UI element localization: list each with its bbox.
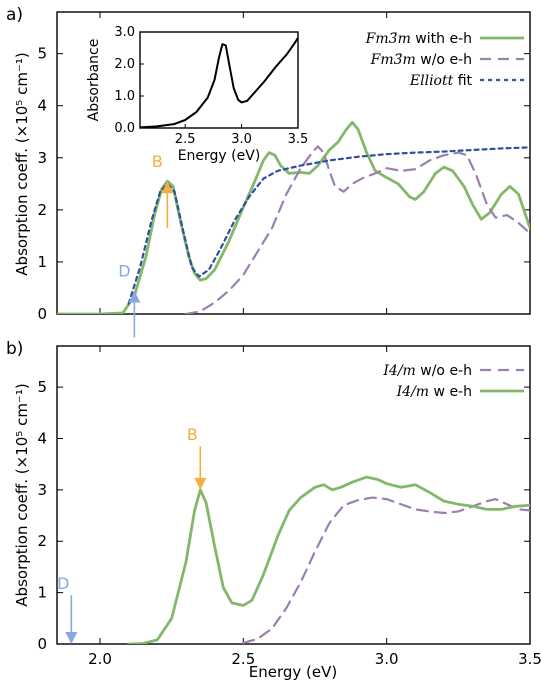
panel-b-yticks: 0 1 2 3 4 5 <box>37 378 530 653</box>
panel-b-legend: I4/m w/o e-h I4/m w e-h <box>382 363 524 400</box>
inset-xticks: 2.5 3.0 3.5 <box>175 124 309 147</box>
annotation-label-D: D <box>118 262 130 281</box>
annotation-label-B: B <box>187 425 198 444</box>
panel-b-xtick-label: 2.0 <box>88 650 112 668</box>
panel-b-xtick-label: 2.5 <box>231 650 255 668</box>
panel-b-xticks: 2.0 2.5 3.0 3.5 <box>88 346 542 668</box>
inset-ytick-label: 2.0 <box>114 57 135 72</box>
series-line-solid <box>127 475 530 644</box>
inset-ytick-label: 3.0 <box>114 25 135 40</box>
panel-a-yticks: 0 1 2 3 4 5 <box>37 45 530 323</box>
panel-b-xtick-label: 3.0 <box>375 650 399 668</box>
annotation-arrow-head <box>161 181 174 194</box>
panel-a-label: a) <box>6 5 23 25</box>
panel-b-frame <box>56 345 531 645</box>
annotation-arrow-head <box>65 632 78 644</box>
inset-ytick-label: 1.0 <box>114 89 135 104</box>
legend-a-item-2: Elliott fit <box>409 73 473 89</box>
series-line-dashed <box>184 145 530 314</box>
legend-a-item-0: Fm3̄m with e-h <box>365 31 472 47</box>
panel-a-inset: Absorbance Energy (eV) 0.0 1.0 2.0 3.0 2.5 3… <box>86 25 308 164</box>
annotation-label-D: D <box>57 574 69 593</box>
inset-xlabel: Energy (eV) <box>178 148 261 164</box>
panel-b-label: b) <box>6 339 23 359</box>
panel-b-series <box>127 475 530 644</box>
panel-a-ytick-label: 1 <box>37 253 47 271</box>
panel-b-ylabel: Absorption coeff. (×10⁵ cm⁻¹) <box>13 383 31 606</box>
panel-b-ytick-label: 3 <box>37 481 47 499</box>
series-line-solid <box>57 120 530 314</box>
panel-b: b) Absorption coeff. (×10⁵ cm⁻¹) Energy … <box>6 339 542 681</box>
legend-b-item-1: I4/m w e-h <box>396 384 472 400</box>
inset-yticks: 0.0 1.0 2.0 3.0 <box>114 25 144 136</box>
panel-a-ytick-label: 5 <box>37 45 47 63</box>
legend-b-item-0: I4/m w/o e-h <box>382 363 472 379</box>
inset-xtick-label: 2.5 <box>175 132 196 147</box>
series-line-dotted <box>127 146 530 305</box>
panel-a-ytick-label: 0 <box>37 305 47 323</box>
panel-a-legend: Fm3̄m with e-h Fm3̄m w/o e-h Elliott fit <box>365 31 524 89</box>
panel-b-ytick-label: 5 <box>37 378 47 396</box>
panel-b-ytick-label: 2 <box>37 532 47 550</box>
annotation-arrow-head <box>194 477 207 490</box>
inset-xtick-label: 3.5 <box>288 132 309 147</box>
inset-absorbance-line <box>139 37 299 129</box>
panel-b-ytick-label: 1 <box>37 584 47 602</box>
panel-b-xlabel: Energy (eV) <box>249 663 337 681</box>
panel-a-series <box>57 120 530 314</box>
panel-a-frame <box>56 11 531 315</box>
panel-a-ytick-label: 2 <box>37 201 47 219</box>
series-line-dashed <box>242 496 530 644</box>
annotation-arrow-head <box>128 290 141 303</box>
panel-a-annotations: BD <box>118 152 174 338</box>
panel-a: a) Absorption coeff. (×10⁵ cm⁻¹) 012345 … <box>6 5 531 338</box>
panel-b-ytick-label: 0 <box>37 635 47 653</box>
annotation-label-B: B <box>152 152 163 171</box>
panel-a-ylabel: Absorption coeff. (×10⁵ cm⁻¹) <box>13 52 31 275</box>
legend-a-item-1: Fm3̄m w/o e-h <box>370 52 472 68</box>
panel-b-annotations: BD <box>57 425 207 644</box>
inset-xtick-label: 3.0 <box>231 132 252 147</box>
panel-b-ytick-label: 4 <box>37 429 47 447</box>
inset-ylabel: Absorbance <box>86 39 102 122</box>
panel-a-ytick-label: 4 <box>37 97 47 115</box>
panel-b-xtick-label: 3.5 <box>518 650 542 668</box>
panel-a-ytick-label: 3 <box>37 149 47 167</box>
panel-a-xticks <box>99 12 531 314</box>
inset-series <box>139 37 299 129</box>
inset-frame <box>139 31 299 129</box>
inset-ytick-label: 0.0 <box>114 121 135 136</box>
